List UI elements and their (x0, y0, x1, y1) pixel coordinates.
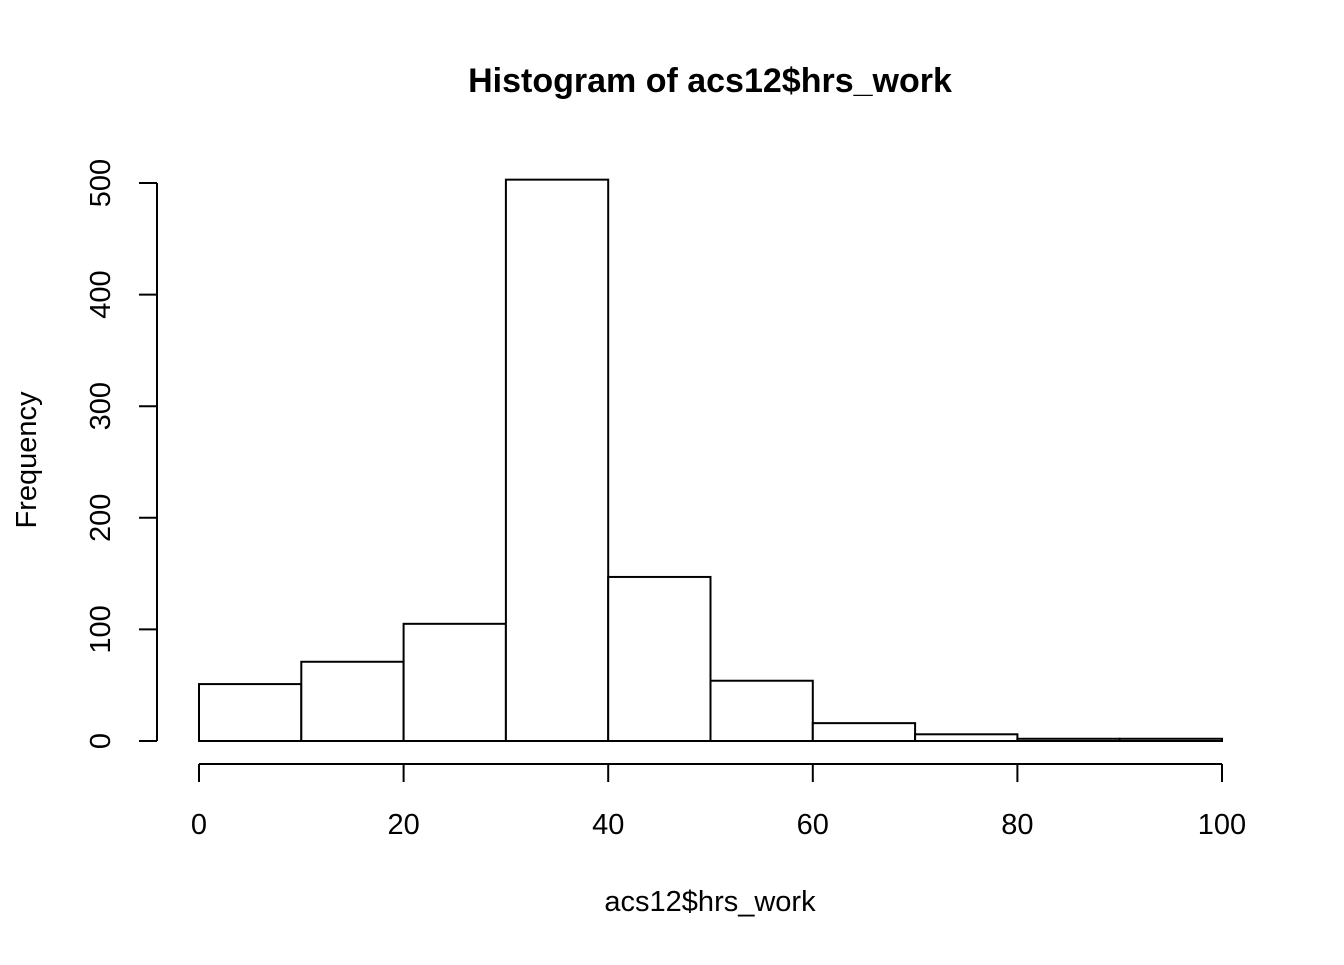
histogram-bar-1 (300, 660, 405, 742)
chart-title: Histogram of acs12$hrs_work (468, 62, 952, 100)
histogram-bar-9 (1118, 737, 1223, 743)
histogram-bar-3 (504, 178, 610, 743)
x-tick-label: 80 (1001, 809, 1033, 841)
y-tick-label: 300 (85, 382, 117, 430)
histogram-bar-0 (198, 683, 303, 742)
histogram-bar-6 (811, 722, 917, 742)
y-axis-label: Frequency (11, 391, 43, 529)
y-tick-label: 0 (85, 733, 117, 749)
y-tick-label: 500 (85, 159, 117, 207)
x-tick-label: 20 (387, 809, 419, 841)
x-axis: 0 20 40 60 80 100 (191, 763, 1246, 841)
histogram-bar-2 (402, 622, 507, 743)
x-axis-label: acs12$hrs_work (604, 886, 816, 918)
y-axis: 0 100 200 300 400 500 (85, 159, 158, 749)
y-tick-label: 200 (85, 494, 117, 542)
histogram-bar-7 (914, 733, 1019, 743)
histogram-bar-4 (607, 575, 712, 742)
x-tick-label: 60 (797, 809, 829, 841)
x-tick-label: 40 (592, 809, 624, 841)
y-tick-label: 400 (85, 270, 117, 318)
histogram-bar-8 (1016, 737, 1121, 743)
x-tick-label: 100 (1198, 809, 1246, 841)
histogram-bar-5 (709, 679, 814, 743)
bars-layer (198, 178, 1223, 743)
y-tick-label: 100 (85, 605, 117, 653)
x-tick-label: 0 (191, 809, 207, 841)
